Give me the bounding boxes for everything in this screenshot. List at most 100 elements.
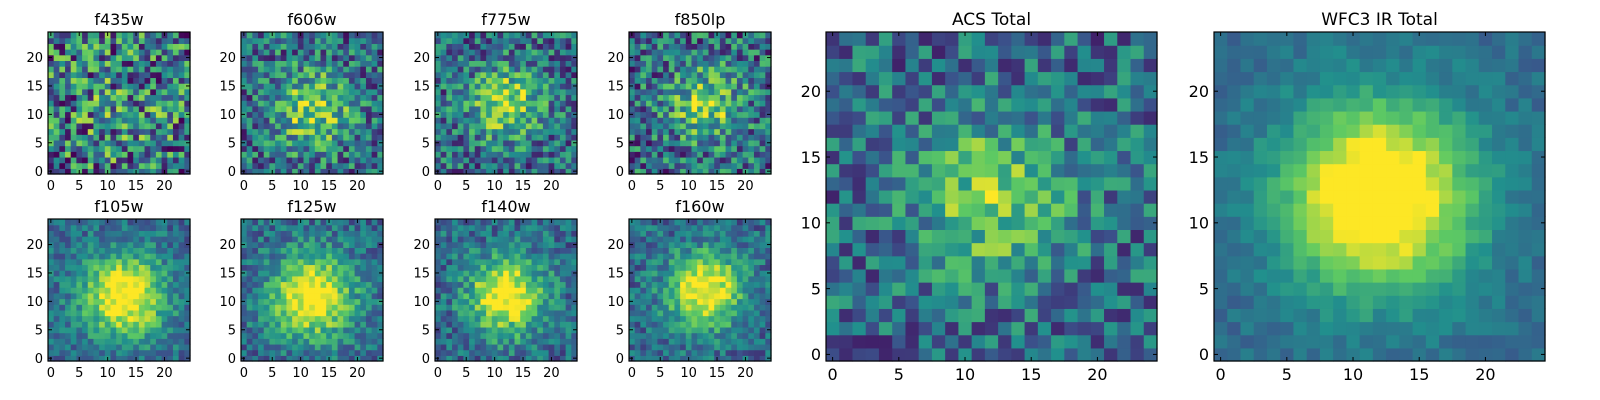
heatmap-cell (258, 151, 265, 158)
heatmap-cell (435, 77, 442, 84)
heatmap-cell (59, 304, 66, 311)
heatmap-cell (314, 241, 322, 248)
heatmap-cell (480, 43, 487, 50)
heatmap-cell (360, 168, 367, 175)
heatmap-cell (765, 343, 772, 351)
heatmap-cell (280, 168, 288, 175)
heatmap-cell (486, 326, 493, 334)
heatmap-cell (269, 145, 276, 152)
heatmap-cell (565, 156, 572, 164)
heatmap-cell (714, 326, 721, 334)
heatmap-cell (559, 275, 567, 283)
heatmap-cell (348, 77, 356, 84)
heatmap-cell (565, 37, 572, 44)
heatmap-cell (446, 338, 453, 345)
heatmap-cell (331, 247, 339, 254)
heatmap-cell (446, 343, 453, 351)
heatmap-cell (708, 275, 715, 283)
heatmap-cell (348, 315, 356, 322)
heatmap-cell (634, 111, 641, 118)
heatmap-cell (440, 105, 447, 113)
heatmap-cell (646, 156, 653, 164)
heatmap-cell (178, 100, 185, 107)
heatmap-cell (178, 49, 185, 56)
heatmap-cell (76, 241, 83, 248)
heatmap-cell (753, 355, 761, 362)
heatmap-cell (365, 54, 373, 61)
heatmap-cell (161, 134, 168, 141)
heatmap-cell (537, 253, 544, 260)
heatmap-cell (110, 151, 117, 158)
heatmap-cell (76, 315, 83, 322)
heatmap-cell (629, 43, 636, 50)
heatmap-cell (697, 66, 704, 73)
heatmap-cell (514, 32, 521, 39)
heatmap-cell (463, 139, 470, 147)
heatmap-cell (365, 49, 373, 56)
x-axis-ticks: 0 5 10 15 20 (434, 219, 560, 381)
heatmap-cell (554, 338, 561, 345)
heatmap-cell (155, 241, 163, 248)
heatmap-cell (314, 60, 322, 67)
heatmap-cell (753, 304, 761, 311)
heatmap-cell (258, 134, 265, 141)
heatmap-cell (691, 281, 698, 288)
heatmap-cell (491, 122, 499, 130)
heatmap-cell (377, 292, 384, 300)
heatmap-cell (714, 111, 721, 118)
heatmap-cell (82, 66, 89, 73)
heatmap-cell (263, 71, 270, 79)
heatmap-cell (161, 83, 168, 90)
heatmap-cell (110, 128, 117, 135)
heatmap-cell (742, 281, 749, 288)
heatmap-cell (343, 111, 350, 118)
heatmap-cell (104, 338, 112, 345)
heatmap-cell (542, 145, 550, 152)
heatmap-cell (491, 224, 499, 231)
heatmap-cell (360, 247, 367, 254)
heatmap-cells (241, 32, 384, 175)
heatmap-cell (725, 77, 732, 84)
heatmap-cell (326, 49, 333, 56)
heatmap-cell (76, 275, 83, 283)
heatmap-cell (320, 37, 327, 44)
heatmap-cell (269, 241, 276, 248)
heatmap-cell (503, 105, 510, 113)
heatmap-cell (144, 54, 151, 61)
heatmap-cell (748, 281, 755, 288)
heatmap-cell (463, 247, 470, 254)
heatmap-cell (446, 77, 453, 84)
heatmap-cell (514, 145, 521, 152)
heatmap-cell (87, 309, 95, 317)
heatmap-cell (172, 230, 180, 237)
heatmap-cell (110, 343, 117, 351)
heatmap-cell (731, 281, 738, 288)
heatmap-cell (731, 304, 738, 311)
heatmap-cell (514, 43, 521, 50)
heatmap-cell (320, 156, 327, 164)
heatmap-cell (702, 168, 710, 175)
heatmap-cell (110, 270, 117, 277)
heatmap-cell (463, 309, 470, 317)
heatmap-cell (184, 338, 191, 345)
heatmap-cell (520, 100, 527, 107)
heatmap-cell (674, 94, 681, 101)
heatmap-cell (93, 247, 100, 254)
heatmap-cell (70, 162, 77, 169)
heatmap-cell (440, 122, 447, 130)
heatmap-cell (269, 270, 276, 277)
heatmap-cell (486, 100, 493, 107)
x-tick-label: 20 (349, 366, 366, 381)
heatmap-cell (110, 258, 117, 266)
heatmap-cell (331, 105, 339, 113)
heatmap-cell (542, 332, 550, 339)
heatmap-cell (82, 247, 89, 254)
heatmap-cell (93, 134, 100, 141)
heatmap-cell (138, 139, 146, 147)
heatmap-cell (172, 156, 180, 164)
heatmap-cell (668, 139, 676, 147)
heatmap-cell (469, 332, 476, 339)
heatmap-cell (651, 122, 658, 130)
heatmap-cell (263, 128, 270, 135)
heatmap-cell (514, 139, 521, 147)
